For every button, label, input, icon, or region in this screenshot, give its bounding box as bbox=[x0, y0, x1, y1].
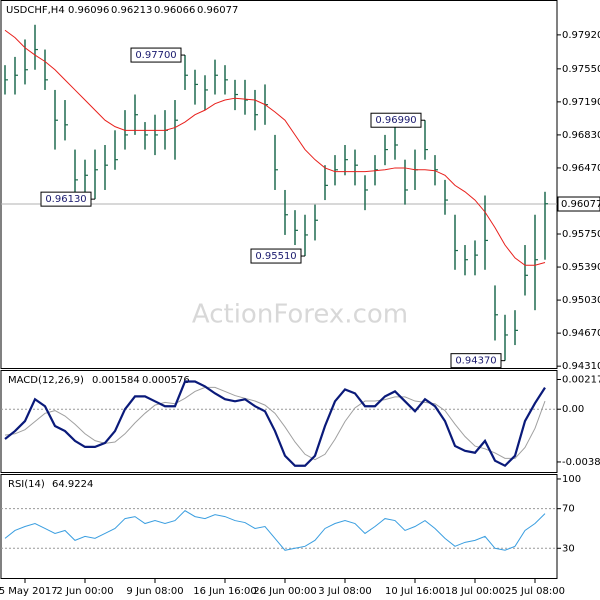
y-tick-label: 0.95030 bbox=[562, 295, 600, 306]
last-price-label: 0.96077 bbox=[561, 199, 600, 210]
x-tick-label: 25 May 2017 bbox=[0, 586, 58, 597]
ohlc-value: 0.96077 bbox=[197, 5, 238, 16]
y-tick-label: 0.002177 bbox=[562, 375, 600, 386]
rsi-line bbox=[4, 510, 546, 551]
annotation-label: 0.94370 bbox=[455, 356, 496, 367]
annotation-box bbox=[370, 112, 422, 128]
macd-title: MACD(12,26,9) bbox=[8, 375, 84, 386]
y-tick-label: 0.94310 bbox=[562, 361, 600, 372]
ohlc-value: 0.96066 bbox=[154, 5, 195, 16]
macd-panel bbox=[0, 370, 558, 473]
x-tick-label: 16 Jun 16:00 bbox=[193, 586, 257, 597]
x-tick-label: 25 Jul 08:00 bbox=[505, 586, 565, 597]
price-panel bbox=[0, 0, 558, 369]
y-tick-label: 0.95390 bbox=[562, 262, 600, 273]
ohlc-value: 0.96213 bbox=[111, 5, 152, 16]
macd-signal bbox=[4, 386, 546, 461]
macd-line bbox=[4, 380, 546, 468]
x-tick-label: 26 Jun 00:00 bbox=[253, 586, 317, 597]
x-tick-label: 9 Jun 08:00 bbox=[126, 586, 183, 597]
annotation-box bbox=[130, 47, 182, 63]
last-price-box bbox=[557, 196, 600, 212]
annotation-label: 0.97700 bbox=[135, 50, 176, 61]
annotation-label: 0.96130 bbox=[45, 194, 86, 205]
annotation-box bbox=[40, 191, 92, 207]
watermark: ActionForex.com bbox=[192, 300, 408, 330]
y-tick-label: 0.94670 bbox=[562, 328, 600, 339]
y-tick-label: 30 bbox=[562, 543, 575, 554]
y-tick-label: 0.96830 bbox=[562, 130, 600, 141]
y-tick-label: 100 bbox=[562, 474, 581, 485]
rsi-title: RSI(14) bbox=[8, 479, 45, 490]
macd-value: 0.000576 bbox=[142, 375, 190, 386]
y-tick-label: -0.003864 bbox=[562, 457, 600, 468]
annotation-box bbox=[450, 353, 502, 369]
y-tick-label: 0.97190 bbox=[562, 97, 600, 108]
x-tick-label: 2 Jun 00:00 bbox=[56, 586, 113, 597]
rsi-value: 64.9224 bbox=[52, 479, 93, 490]
macd-value: 0.001584 bbox=[92, 375, 140, 386]
annotation-box bbox=[250, 248, 302, 264]
y-tick-label: 0.95750 bbox=[562, 229, 600, 240]
rsi-panel bbox=[0, 474, 558, 579]
chart-title: USDCHF,H4 bbox=[6, 5, 65, 16]
annotation-label: 0.95510 bbox=[255, 251, 296, 262]
moving-average bbox=[4, 29, 546, 266]
x-tick-label: 18 Jul 00:00 bbox=[445, 586, 505, 597]
ohlc-value: 0.96096 bbox=[68, 5, 109, 16]
y-tick-label: 0.96470 bbox=[562, 163, 600, 174]
y-tick-label: 0.97550 bbox=[562, 64, 600, 75]
x-tick-label: 3 Jul 08:00 bbox=[318, 586, 372, 597]
y-tick-label: 0.00 bbox=[562, 404, 584, 415]
annotation-label: 0.96990 bbox=[375, 115, 416, 126]
y-tick-label: 0.97920 bbox=[562, 30, 600, 41]
x-tick-label: 10 Jul 16:00 bbox=[385, 586, 445, 597]
y-tick-label: 70 bbox=[562, 504, 575, 515]
